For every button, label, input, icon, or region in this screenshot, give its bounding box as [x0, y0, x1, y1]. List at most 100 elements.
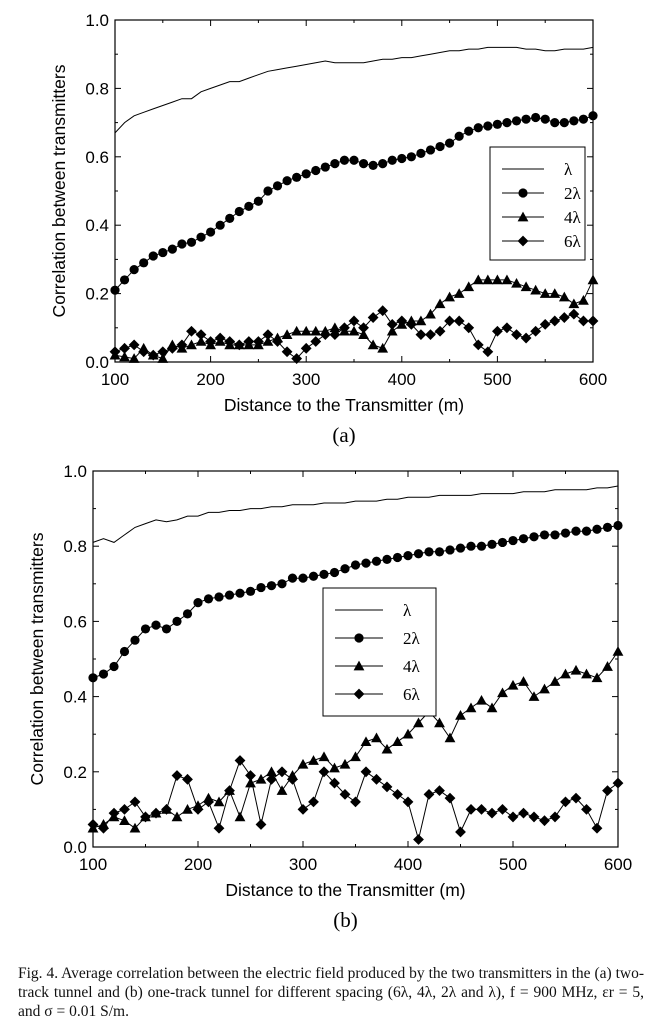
data-point — [291, 325, 303, 336]
data-point — [434, 298, 446, 309]
data-point — [119, 804, 130, 815]
data-point — [310, 336, 322, 347]
figure-caption: Fig. 4. Average correlation between the … — [18, 965, 644, 1020]
data-point — [262, 336, 274, 346]
data-point — [455, 826, 466, 838]
data-point — [492, 274, 503, 285]
y-tick-label: 0.0 — [63, 838, 87, 857]
data-point — [310, 325, 322, 336]
data-point — [235, 588, 245, 598]
data-point — [581, 804, 592, 815]
data-point — [282, 176, 292, 186]
data-point — [350, 751, 361, 762]
data-point — [587, 274, 599, 285]
data-point — [330, 159, 340, 169]
legend-entry: λ — [335, 601, 412, 620]
data-point — [276, 766, 288, 778]
data-point — [539, 530, 550, 540]
data-point — [196, 232, 206, 242]
data-point — [396, 315, 408, 327]
data-point — [213, 822, 225, 834]
data-point — [602, 661, 613, 671]
data-point — [339, 758, 351, 769]
data-point — [203, 796, 214, 808]
data-point — [476, 541, 487, 551]
data-point — [358, 322, 369, 334]
y-tick-label: 0.2 — [85, 285, 109, 304]
data-point — [339, 322, 350, 334]
data-point — [245, 586, 256, 596]
chart-b: 100 200 300 400 500 600 0.0 0.2 0.4 0.6 0.8 1.0 Dist… — [27, 462, 632, 932]
data-point — [413, 549, 424, 559]
data-point — [225, 213, 235, 223]
data-point — [214, 592, 224, 602]
data-point — [382, 554, 392, 564]
data-point — [108, 807, 120, 819]
y-tick-label: 0.6 — [63, 612, 87, 631]
data-point — [434, 785, 445, 796]
data-point — [281, 329, 293, 339]
data-point — [472, 339, 484, 351]
data-point — [570, 792, 582, 804]
data-point — [350, 560, 361, 570]
legend-marker — [353, 688, 365, 700]
legend-label: λ — [403, 601, 412, 620]
data-point — [539, 683, 550, 694]
legend-box — [322, 587, 437, 717]
data-point — [497, 687, 508, 698]
data-point — [434, 325, 446, 337]
x-tick-label: 400 — [394, 855, 422, 874]
data-point — [558, 291, 570, 302]
data-point — [349, 155, 359, 165]
chart-a-x-ticks: 100 200 300 400 500 600 — [101, 20, 607, 389]
data-point — [518, 807, 529, 819]
legend-marker — [518, 188, 528, 198]
data-point — [171, 770, 183, 781]
chart-a-series-1 — [110, 111, 598, 295]
data-point — [568, 298, 580, 309]
data-point — [186, 339, 197, 350]
data-point — [402, 796, 414, 808]
data-point — [568, 308, 580, 320]
data-point — [591, 822, 603, 834]
data-point — [119, 646, 130, 657]
data-point — [329, 329, 341, 341]
data-point — [176, 339, 188, 351]
data-point — [308, 796, 319, 808]
x-tick-label: 500 — [483, 370, 511, 389]
data-point — [492, 325, 503, 337]
data-point — [435, 141, 445, 152]
data-point — [425, 308, 436, 319]
data-point — [171, 811, 183, 822]
data-point — [215, 220, 225, 230]
data-point — [266, 766, 277, 777]
data-point — [386, 318, 398, 330]
data-point — [339, 155, 350, 165]
data-point — [297, 758, 309, 769]
x-tick-label: 200 — [184, 855, 212, 874]
data-point — [549, 288, 561, 298]
data-point — [361, 558, 371, 568]
data-point — [186, 237, 197, 247]
data-point — [613, 520, 623, 531]
data-point — [148, 251, 158, 261]
data-point — [591, 672, 603, 683]
data-point — [129, 265, 139, 275]
data-point — [195, 329, 207, 341]
data-point — [263, 186, 273, 196]
data-point — [298, 573, 308, 583]
data-point — [151, 620, 161, 630]
data-point — [511, 329, 522, 341]
data-point — [193, 598, 203, 608]
data-point — [560, 668, 571, 679]
data-point — [549, 315, 561, 327]
data-point — [266, 581, 277, 591]
data-point — [233, 339, 245, 351]
data-point — [371, 556, 382, 566]
chart-b-series-1 — [88, 520, 623, 683]
data-point — [329, 567, 340, 578]
data-point — [502, 118, 512, 128]
legend-entry: 6λ — [502, 232, 582, 251]
data-point — [588, 111, 598, 121]
data-point — [281, 346, 293, 358]
